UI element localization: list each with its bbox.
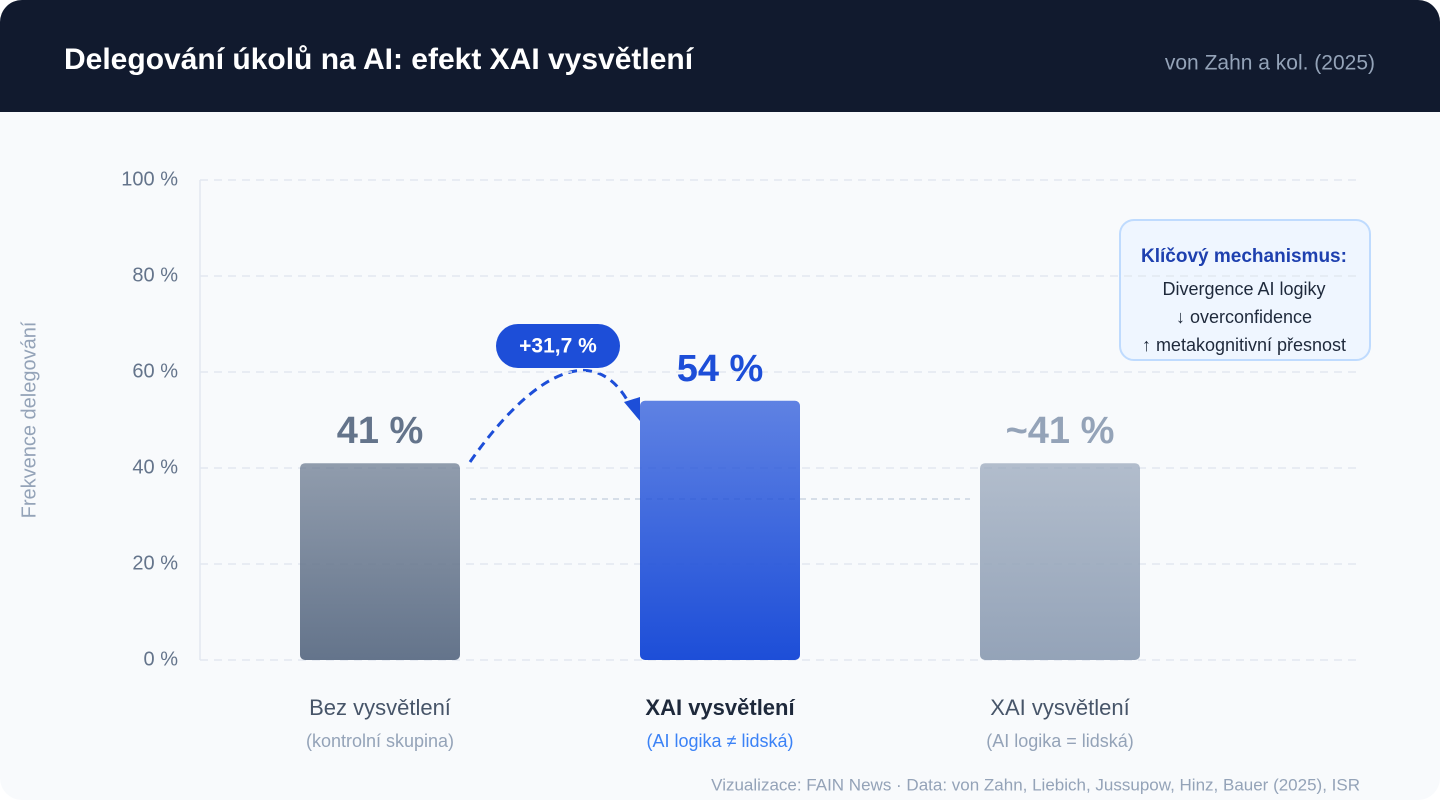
y-tick-label: 0 % [144, 648, 179, 670]
annotation-badge [496, 324, 620, 368]
y-tick-label: 100 % [121, 168, 178, 190]
y-tick-label: 40 % [132, 456, 178, 478]
x-tick-note: (AI logika ≠ lidská) [647, 731, 794, 751]
info-box-line: Divergence AI logiky [1162, 279, 1325, 299]
chart-title: Delegování úkolů na AI: efekt XAI vysvět… [64, 43, 695, 76]
arrow-head [624, 397, 640, 421]
info-box-line: ↓ overconfidence [1176, 307, 1312, 327]
y-axis-label: Frekvence delegování [18, 321, 40, 518]
source: Vizualizace: FAIN News · Data: von Zahn,… [711, 775, 1360, 794]
y-tick-label: 20 % [132, 552, 178, 574]
x-tick-label: Bez vysvětlení [309, 695, 451, 720]
bar [300, 463, 460, 660]
y-tick-label: 60 % [132, 360, 178, 382]
x-tick-note: (AI logika = lidská) [986, 731, 1134, 751]
info-box [1119, 219, 1371, 361]
bar [640, 400, 800, 660]
arrow [468, 369, 632, 463]
value-label: 41 % [337, 410, 424, 452]
x-tick-label: XAI vysvětlení [645, 695, 795, 720]
annotation: +31,7 % [519, 335, 597, 358]
chart-subtitle: von Zahn a kol. (2025) [1165, 52, 1375, 75]
y-tick-label: 80 % [132, 264, 178, 286]
value-label: 54 % [677, 348, 764, 390]
bar [980, 463, 1140, 660]
value-label: ~41 % [1006, 410, 1115, 452]
x-tick-label: XAI vysvětlení [990, 695, 1129, 720]
x-tick-note: (kontrolní skupina) [306, 731, 454, 751]
info-box-line: ↑ metakognitivní přesnost [1142, 335, 1346, 355]
info-box-title: Klíčový mechanismus: [1141, 246, 1347, 267]
header-bg [0, 0, 1440, 112]
